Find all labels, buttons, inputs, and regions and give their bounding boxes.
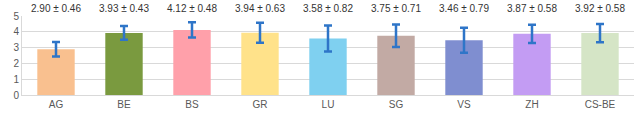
- svg-text:3.94 ± 0.63: 3.94 ± 0.63: [235, 3, 285, 14]
- svg-text:3.93 ± 0.43: 3.93 ± 0.43: [99, 3, 149, 14]
- svg-text:3.87 ± 0.58: 3.87 ± 0.58: [507, 3, 557, 14]
- svg-text:3.75 ± 0.71: 3.75 ± 0.71: [371, 3, 421, 14]
- svg-text:2: 2: [13, 58, 19, 69]
- svg-text:LU: LU: [322, 99, 335, 110]
- svg-text:CS-BE: CS-BE: [585, 99, 616, 110]
- svg-text:0: 0: [13, 90, 19, 101]
- svg-text:BS: BS: [185, 99, 199, 110]
- svg-text:4.12 ± 0.48: 4.12 ± 0.48: [167, 3, 217, 14]
- svg-text:AG: AG: [49, 99, 64, 110]
- svg-text:5: 5: [13, 11, 19, 22]
- svg-text:VS: VS: [457, 99, 471, 110]
- svg-text:4: 4: [13, 26, 19, 37]
- svg-text:BE: BE: [117, 99, 131, 110]
- svg-text:3: 3: [13, 42, 19, 53]
- svg-text:3.46 ± 0.79: 3.46 ± 0.79: [439, 3, 489, 14]
- svg-text:ZH: ZH: [525, 99, 538, 110]
- svg-text:3.92 ± 0.58: 3.92 ± 0.58: [575, 3, 625, 14]
- svg-text:GR: GR: [253, 99, 268, 110]
- svg-text:2.90 ± 0.46: 2.90 ± 0.46: [31, 3, 81, 14]
- svg-text:3.58 ± 0.82: 3.58 ± 0.82: [303, 3, 353, 14]
- svg-text:1: 1: [13, 74, 19, 85]
- svg-text:SG: SG: [389, 99, 404, 110]
